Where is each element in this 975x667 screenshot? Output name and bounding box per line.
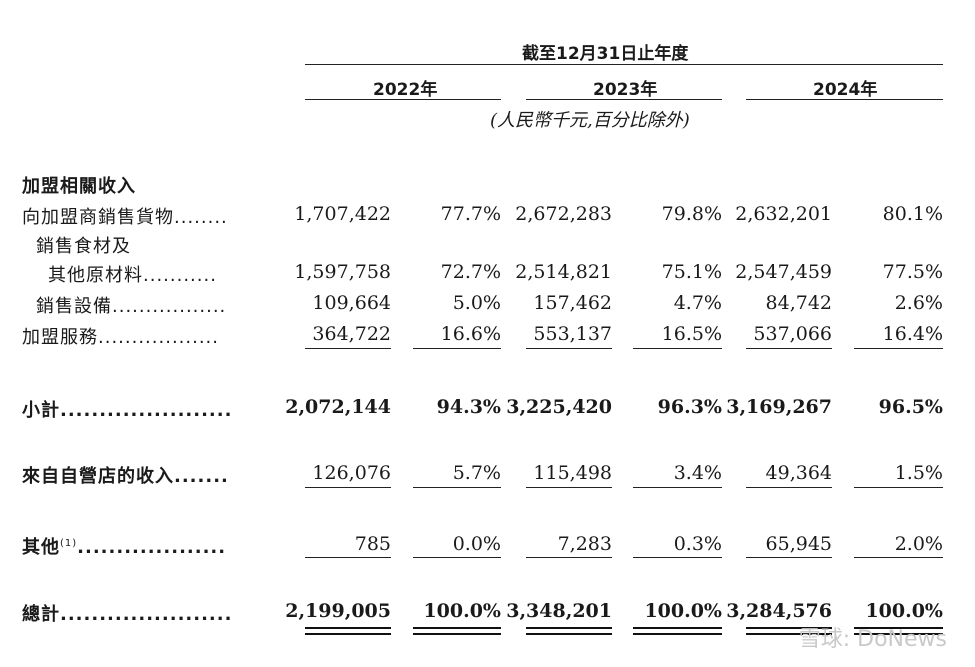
year-rule-2022 xyxy=(305,99,501,100)
table-cell: 3,348,201 xyxy=(506,600,612,622)
self-store-rule xyxy=(305,487,391,488)
table-cell: 3.4% xyxy=(673,462,722,484)
subtotal-rule xyxy=(305,348,391,349)
total-rule xyxy=(413,633,501,635)
year-2022: 2022年 xyxy=(373,80,438,100)
total-rule xyxy=(526,627,612,629)
row-label: 來自自營店的收入....... xyxy=(22,466,229,487)
total-rule xyxy=(413,627,501,629)
table-cell: 109,664 xyxy=(312,292,391,314)
subtotal-rule xyxy=(854,348,943,349)
table-cell: 4.7% xyxy=(673,292,722,314)
subtotal-rule xyxy=(746,348,832,349)
table-cell: 16.6% xyxy=(440,323,501,345)
subtotal-rule xyxy=(413,348,501,349)
period-header: 截至12月31日止年度 xyxy=(522,44,689,64)
total-rule xyxy=(854,633,943,635)
total-rule xyxy=(746,633,832,635)
row-label: 銷售設備................. xyxy=(36,296,227,317)
table-cell: 2.6% xyxy=(894,292,943,314)
table-cell: 79.8% xyxy=(661,203,722,225)
table-cell: 77.5% xyxy=(882,261,943,283)
table-cell: 65,945 xyxy=(765,533,832,555)
table-cell: 5.7% xyxy=(452,462,501,484)
self-store-rule xyxy=(854,487,943,488)
year-rule-2024 xyxy=(746,99,943,100)
row-label: 其他原材料........... xyxy=(48,265,217,286)
table-cell: 1,597,758 xyxy=(294,261,391,283)
self-store-rule xyxy=(413,487,501,488)
table-cell: 115,498 xyxy=(533,462,612,484)
table-cell: 1.5% xyxy=(894,462,943,484)
table-cell: 537,066 xyxy=(753,323,832,345)
table-cell: 785 xyxy=(354,533,391,555)
table-cell: 126,076 xyxy=(312,462,391,484)
table-cell: 77.7% xyxy=(440,203,501,225)
self-store-rule xyxy=(746,487,832,488)
table-cell: 16.5% xyxy=(661,323,722,345)
table-cell: 75.1% xyxy=(661,261,722,283)
table-cell: 1,707,422 xyxy=(294,203,391,225)
table-cell: 2,632,201 xyxy=(735,203,832,225)
total-rule xyxy=(633,633,722,635)
table-cell: 16.4% xyxy=(882,323,943,345)
watermark: 雪球: DoNews xyxy=(798,627,947,652)
total-rule xyxy=(305,627,391,629)
table-cell: 94.3% xyxy=(436,396,501,418)
row-label: 銷售食材及 xyxy=(36,236,131,257)
table-cell: 364,722 xyxy=(312,323,391,345)
other-rule xyxy=(526,557,612,558)
table-cell: 3,169,267 xyxy=(726,396,832,418)
year-2024: 2024年 xyxy=(813,80,878,100)
row-label: 小計...................... xyxy=(22,400,233,421)
table-cell: 2,072,144 xyxy=(285,396,391,418)
year-rule-2023 xyxy=(526,99,722,100)
header-rule xyxy=(305,64,943,65)
table-cell: 72.7% xyxy=(440,261,501,283)
table-cell: 5.0% xyxy=(452,292,501,314)
other-rule xyxy=(305,557,391,558)
total-rule xyxy=(526,633,612,635)
row-label: 加盟服務.................. xyxy=(22,327,219,348)
table-cell: 3,225,420 xyxy=(506,396,612,418)
table-cell: 80.1% xyxy=(882,203,943,225)
table-cell: 2,514,821 xyxy=(515,261,612,283)
table-cell: 3,284,576 xyxy=(726,600,832,622)
row-label: 向加盟商銷售貨物........ xyxy=(22,207,228,228)
row-label: 其他(1)................... xyxy=(22,537,227,558)
table-cell: 0.0% xyxy=(452,533,501,555)
subtotal-rule xyxy=(526,348,612,349)
section-title: 加盟相關收入 xyxy=(22,176,136,197)
table-cell: 100.0% xyxy=(644,600,722,622)
table-cell: 2,672,283 xyxy=(515,203,612,225)
table-cell: 100.0% xyxy=(423,600,501,622)
table-cell: 49,364 xyxy=(765,462,832,484)
total-rule xyxy=(854,627,943,629)
table-cell: 7,283 xyxy=(557,533,612,555)
total-rule xyxy=(746,627,832,629)
table-cell: 2,547,459 xyxy=(735,261,832,283)
table-cell: 100.0% xyxy=(865,600,943,622)
table-cell: 2.0% xyxy=(894,533,943,555)
self-store-rule xyxy=(526,487,612,488)
table-cell: 0.3% xyxy=(673,533,722,555)
table-cell: 96.3% xyxy=(657,396,722,418)
subtotal-rule xyxy=(633,348,722,349)
table-cell: 84,742 xyxy=(765,292,832,314)
other-rule xyxy=(413,557,501,558)
year-2023: 2023年 xyxy=(593,80,658,100)
other-rule xyxy=(633,557,722,558)
row-label: 總計...................... xyxy=(22,604,233,625)
table-cell: 553,137 xyxy=(533,323,612,345)
total-rule xyxy=(633,627,722,629)
other-rule xyxy=(854,557,943,558)
other-rule xyxy=(746,557,832,558)
table-cell: 96.5% xyxy=(878,396,943,418)
unit-note: (人民幣千元,百分比除外) xyxy=(490,110,690,131)
self-store-rule xyxy=(633,487,722,488)
table-cell: 2,199,005 xyxy=(285,600,391,622)
table-cell: 157,462 xyxy=(533,292,612,314)
total-rule xyxy=(305,633,391,635)
